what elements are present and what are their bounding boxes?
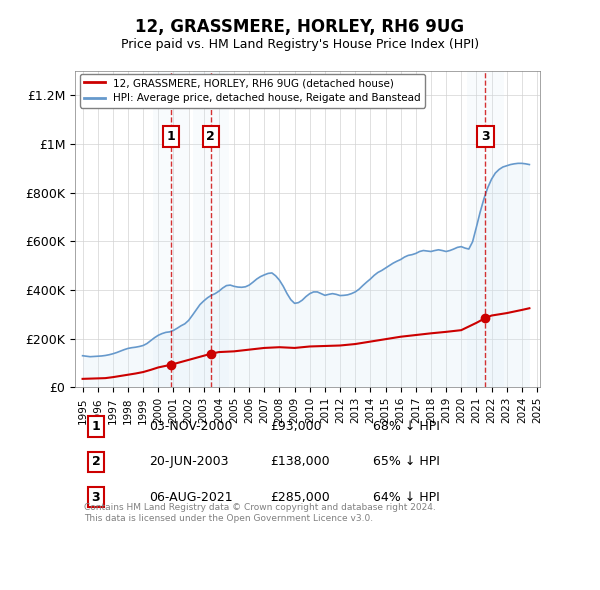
Text: £93,000: £93,000 — [270, 420, 322, 433]
Text: Contains HM Land Registry data © Crown copyright and database right 2024.
This d: Contains HM Land Registry data © Crown c… — [84, 503, 436, 523]
Bar — [153, 71, 189, 388]
Bar — [193, 71, 229, 388]
Text: 3: 3 — [92, 491, 100, 504]
Text: 06-AUG-2021: 06-AUG-2021 — [149, 491, 233, 504]
Bar — [467, 71, 503, 388]
Text: Price paid vs. HM Land Registry's House Price Index (HPI): Price paid vs. HM Land Registry's House … — [121, 38, 479, 51]
Text: 1: 1 — [167, 130, 175, 143]
Text: 65% ↓ HPI: 65% ↓ HPI — [373, 455, 439, 468]
Text: 20-JUN-2003: 20-JUN-2003 — [149, 455, 229, 468]
Text: 2: 2 — [92, 455, 100, 468]
Text: 1: 1 — [92, 420, 100, 433]
Text: 03-NOV-2000: 03-NOV-2000 — [149, 420, 233, 433]
Text: £138,000: £138,000 — [270, 455, 330, 468]
Text: 3: 3 — [481, 130, 490, 143]
Text: 12, GRASSMERE, HORLEY, RH6 9UG: 12, GRASSMERE, HORLEY, RH6 9UG — [136, 18, 464, 36]
Text: 68% ↓ HPI: 68% ↓ HPI — [373, 420, 439, 433]
Legend: 12, GRASSMERE, HORLEY, RH6 9UG (detached house), HPI: Average price, detached ho: 12, GRASSMERE, HORLEY, RH6 9UG (detached… — [80, 74, 425, 107]
Text: 2: 2 — [206, 130, 215, 143]
Text: 64% ↓ HPI: 64% ↓ HPI — [373, 491, 439, 504]
Text: £285,000: £285,000 — [270, 491, 330, 504]
